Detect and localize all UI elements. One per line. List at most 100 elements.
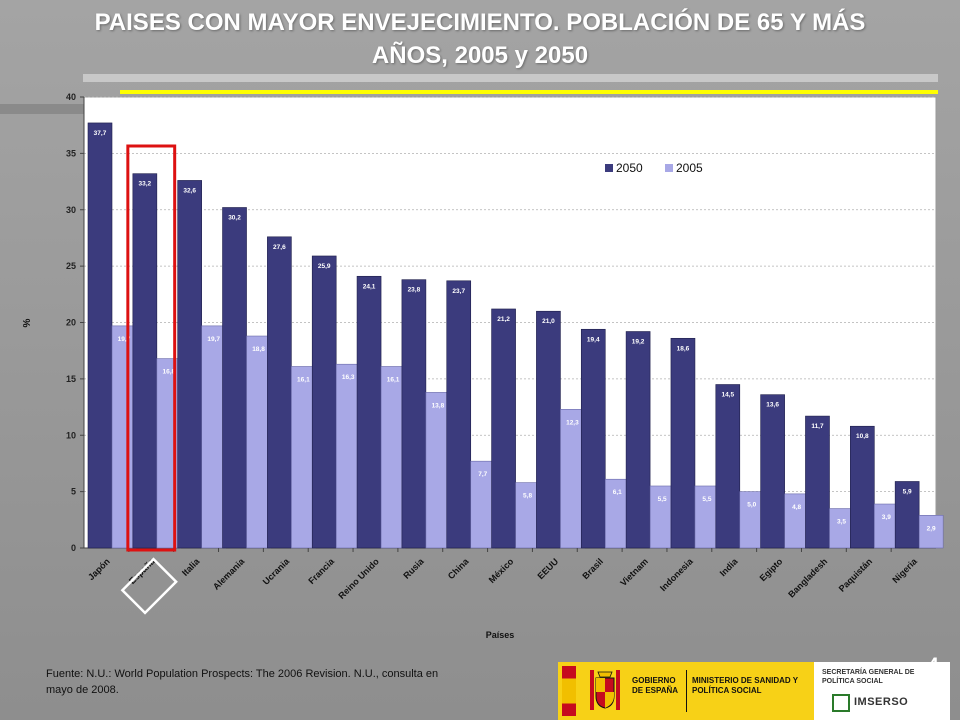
data-label-2005: 16,1 bbox=[387, 376, 400, 383]
ministerio-text: MINISTERIO DE SANIDAD Y POLÍTICA SOCIAL bbox=[692, 676, 798, 695]
data-label-2050: 30,2 bbox=[228, 214, 241, 221]
bar-2005 bbox=[515, 482, 540, 549]
bar-2050 bbox=[850, 425, 875, 549]
data-label-2050: 19,2 bbox=[632, 339, 645, 346]
y-tick-label: 30 bbox=[66, 205, 76, 215]
data-label-2005: 12,3 bbox=[566, 419, 579, 426]
imserso-logo: SECRETARÍA GENERAL DE POLÍTICA SOCIAL IM… bbox=[816, 662, 950, 720]
imserso-icon bbox=[832, 694, 850, 712]
bar-2050 bbox=[670, 337, 696, 549]
data-label-2050: 32,6 bbox=[183, 187, 196, 194]
data-label-2050: 11,7 bbox=[811, 423, 824, 430]
x-tick-label: China bbox=[446, 556, 471, 581]
bar-2005 bbox=[470, 460, 496, 549]
bar-2050 bbox=[580, 328, 606, 549]
data-label-2005: 3,5 bbox=[837, 519, 846, 526]
x-tick-label: Indonesia bbox=[658, 556, 695, 593]
data-label-2050: 23,7 bbox=[452, 288, 465, 295]
source-line-2: mayo de 2008. bbox=[46, 684, 119, 696]
bar-2050 bbox=[177, 180, 202, 549]
data-label-2005: 16,3 bbox=[342, 374, 355, 381]
y-tick-label: 15 bbox=[66, 374, 76, 384]
bar-2050 bbox=[805, 415, 830, 549]
decorative-gray-rule bbox=[83, 74, 938, 82]
data-label-2050: 10,8 bbox=[856, 433, 869, 440]
coat-of-arms-icon bbox=[590, 670, 620, 710]
data-label-2050: 27,6 bbox=[273, 244, 286, 251]
logo-separator bbox=[686, 670, 687, 712]
x-tick-label: Japón bbox=[86, 556, 112, 582]
x-tick-label: Reino Unido bbox=[336, 556, 381, 601]
bar-2005 bbox=[918, 515, 944, 549]
bar-2050 bbox=[132, 173, 158, 549]
data-label-2050: 5,9 bbox=[903, 488, 912, 495]
bar-2005 bbox=[111, 325, 137, 549]
data-label-2050: 23,8 bbox=[408, 287, 421, 294]
y-tick-label: 25 bbox=[66, 261, 76, 271]
x-tick-label: EEUU bbox=[535, 556, 560, 581]
x-tick-label: Vietnam bbox=[618, 556, 650, 588]
highlight-label-box bbox=[120, 557, 178, 615]
slide-title-line-2: AÑOS, 2005 y 2050 bbox=[371, 42, 589, 69]
bar-2005 bbox=[335, 363, 361, 549]
bar-2005 bbox=[649, 485, 675, 549]
data-label-2050: 25,9 bbox=[318, 263, 331, 270]
bar-2005 bbox=[874, 503, 899, 549]
data-label-2050: 18,6 bbox=[677, 345, 690, 352]
bar-2050 bbox=[491, 308, 516, 549]
bar-2005 bbox=[560, 409, 585, 549]
x-tick-label: Paquistán bbox=[837, 556, 874, 593]
imserso-text: IMSERSO bbox=[854, 696, 909, 708]
x-tick-label: Brasil bbox=[580, 556, 605, 581]
source-line-1: Fuente: N.U.: World Population Prospects… bbox=[46, 668, 439, 680]
bar-2050 bbox=[222, 207, 247, 549]
x-tick-label: India bbox=[718, 556, 741, 579]
decorative-yellow-rule bbox=[120, 90, 938, 94]
y-axis-title: % bbox=[22, 318, 33, 327]
eu-flag-strip bbox=[562, 666, 576, 716]
data-label-2005: 19,7 bbox=[207, 336, 220, 343]
data-label-2005: 18,8 bbox=[252, 346, 265, 353]
data-label-2050: 21,2 bbox=[497, 316, 510, 323]
data-label-2005: 5,5 bbox=[658, 496, 667, 503]
y-tick-label: 20 bbox=[66, 318, 76, 328]
x-tick-label: Francia bbox=[306, 556, 336, 586]
x-tick-label: Ucrania bbox=[261, 556, 292, 587]
footer-logos: GOBIERNO DE ESPAÑA MINISTERIO DE SANIDAD… bbox=[558, 662, 950, 720]
slide-title: PAISES CON MAYOR ENVEJECIMIENTO. POBLACI… bbox=[0, 6, 960, 72]
legend-box bbox=[598, 154, 716, 182]
bar-2050 bbox=[446, 280, 472, 549]
y-tick-label: 0 bbox=[71, 543, 76, 553]
data-label-2005: 16,1 bbox=[297, 376, 310, 383]
x-tick-label: Bangladesh bbox=[786, 556, 829, 599]
bar-2050 bbox=[625, 331, 651, 549]
bar-2050 bbox=[536, 310, 561, 549]
data-label-2050: 13,6 bbox=[766, 402, 779, 409]
y-tick-label: 40 bbox=[66, 92, 76, 102]
legend-swatch-2050 bbox=[605, 164, 613, 172]
bar-2005 bbox=[380, 366, 406, 549]
x-axis-title: Países bbox=[486, 630, 515, 640]
bar-2005 bbox=[425, 392, 451, 549]
data-label-2050: 33,2 bbox=[139, 181, 152, 188]
x-tick-label: Egipto bbox=[758, 556, 785, 583]
bar-2005 bbox=[291, 366, 316, 549]
bar-2005 bbox=[156, 358, 182, 549]
bar-2050 bbox=[267, 236, 292, 549]
legend-label-2005: 2005 bbox=[676, 161, 703, 175]
gobierno-logo: GOBIERNO DE ESPAÑA MINISTERIO DE SANIDAD… bbox=[558, 662, 814, 720]
bar-2005 bbox=[739, 491, 765, 549]
data-label-2005: 3,9 bbox=[882, 514, 891, 521]
bar-2050 bbox=[894, 481, 920, 549]
data-label-2050: 37,7 bbox=[94, 130, 107, 137]
aging-bar-chart: 051015202530354037,719,7Japón33,216,8Esp… bbox=[22, 92, 944, 640]
decorative-left-bar bbox=[0, 104, 84, 114]
bar-2050 bbox=[311, 255, 337, 549]
bar-2005 bbox=[784, 493, 809, 549]
data-label-2005: 5,5 bbox=[702, 496, 711, 503]
x-tick-label: Rusia bbox=[401, 556, 426, 581]
bar-2005 bbox=[829, 508, 854, 549]
data-label-2005: 16,8 bbox=[163, 369, 176, 376]
slide-title-line-1: PAISES CON MAYOR ENVEJECIMIENTO. POBLACI… bbox=[94, 9, 866, 36]
bar-2050 bbox=[87, 122, 113, 549]
